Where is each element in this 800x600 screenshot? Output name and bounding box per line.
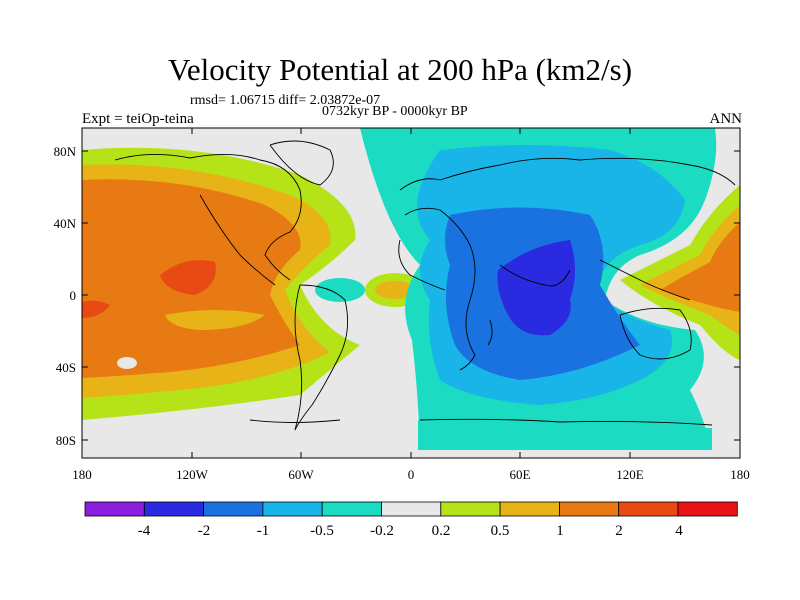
- pacific-inner-0.5: [165, 310, 265, 330]
- lon-tick-label: 60W: [288, 467, 314, 482]
- contour-field: [82, 128, 740, 458]
- colorbar-label: 0.5: [491, 523, 510, 539]
- colorbar-box: [262, 501, 323, 517]
- colorbar-box: [618, 501, 679, 517]
- colorbar-label: 2: [615, 523, 623, 539]
- lat-tick-label: 40N: [54, 216, 77, 231]
- antarctic-band: [418, 420, 712, 450]
- lat-axis: [82, 150, 740, 441]
- lat-tick-label: 80S: [56, 433, 76, 448]
- pacific-hole: [117, 357, 137, 369]
- colorbar-box: [143, 501, 205, 517]
- season-label: ANN: [709, 111, 743, 127]
- colorbar-label: -2: [198, 523, 211, 539]
- eastern-region-neg-2: [497, 240, 575, 336]
- atlantic-positive-0.5: [375, 281, 415, 299]
- lat-tick-label: 0: [70, 288, 77, 303]
- colorbar-box: [321, 501, 382, 517]
- atlantic-negative: [315, 278, 365, 302]
- colorbar-box: [84, 501, 145, 517]
- pacific-region-2: [160, 260, 216, 295]
- colorbar-label: -1: [257, 523, 270, 539]
- experiment-label: Expt = teiOp-teina: [82, 111, 194, 127]
- lon-tick-label: 180: [730, 467, 750, 482]
- colorbar-label: -0.2: [370, 523, 394, 539]
- lon-tick-label: 120W: [176, 467, 209, 482]
- lon-tick-label: 180: [72, 467, 92, 482]
- lon-axis: [81, 128, 741, 458]
- colorbar-box: [677, 501, 738, 517]
- colorbar-box: [559, 501, 620, 517]
- colorbar-box: [440, 501, 501, 517]
- colorbar-labels: -4 -2 -1 -0.5 -0.2 0.2 0.5 1 2 4: [138, 523, 684, 539]
- colorbar-box: [381, 501, 442, 517]
- lon-tick-label: 60E: [510, 467, 531, 482]
- period-label: 0732kyr BP - 0000kyr BP: [322, 104, 468, 119]
- colorbar-label: 0.2: [432, 523, 451, 539]
- coastlines: [114, 140, 736, 431]
- colorbar-label: 1: [556, 523, 564, 539]
- colorbar: [84, 501, 738, 517]
- colorbar-label: 4: [675, 523, 683, 539]
- west-pacific-1: [660, 222, 740, 312]
- colorbar-label: -0.5: [310, 523, 334, 539]
- stats-line: rmsd= 1.06715 diff= 2.03872e-07: [190, 93, 381, 108]
- chart-title: Velocity Potential at 200 hPa (km2/s): [167, 52, 633, 87]
- lat-tick-label: 80N: [54, 144, 77, 159]
- lon-tick-label: 120E: [616, 467, 644, 482]
- colorbar-box: [499, 501, 560, 517]
- lon-tick-label: 0: [408, 467, 415, 482]
- colorbar-label: -4: [138, 523, 151, 539]
- colorbar-box: [203, 501, 264, 517]
- pacific-region-2b: [82, 300, 110, 318]
- lat-tick-label: 40S: [56, 360, 76, 375]
